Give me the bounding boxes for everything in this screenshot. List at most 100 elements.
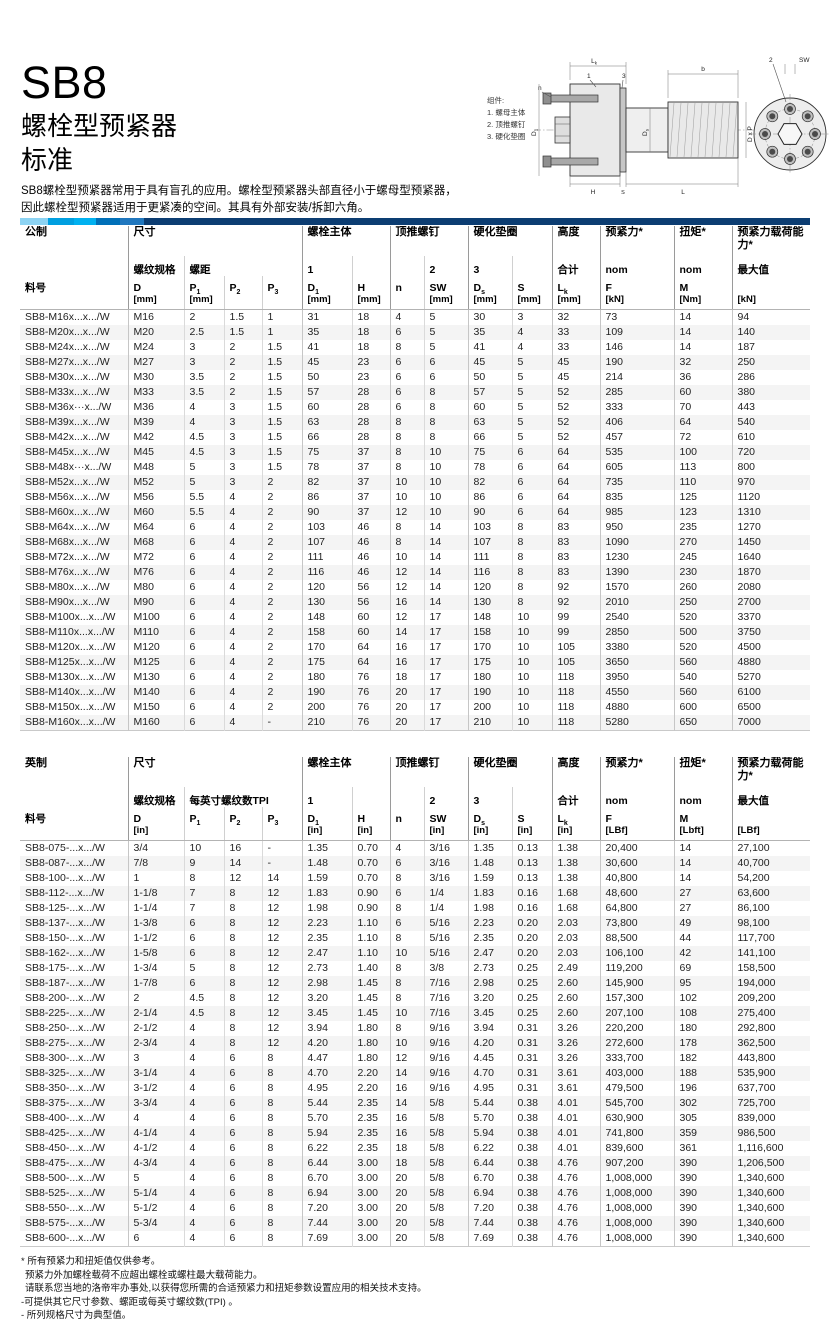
cell: 4.5 bbox=[183, 430, 224, 445]
cell: 4 bbox=[223, 490, 262, 505]
cell: 5.94 bbox=[467, 1126, 512, 1141]
cell: 10 bbox=[423, 475, 468, 490]
header-spacer bbox=[20, 256, 128, 276]
cell: 5.94 bbox=[301, 1126, 352, 1141]
part-number-cell: SB8-075-...x.../W bbox=[25, 842, 105, 854]
cell: 2 bbox=[261, 505, 302, 520]
cell: 1.10 bbox=[351, 931, 390, 946]
cell: 3.20 bbox=[301, 991, 352, 1006]
cell: 4 bbox=[183, 1141, 224, 1156]
cell: 7.20 bbox=[467, 1201, 512, 1216]
header-spacer bbox=[351, 787, 390, 807]
cell: 8 bbox=[389, 991, 424, 1006]
cell: 16 bbox=[389, 1081, 424, 1096]
table-row: SB8-525-...x.../W 5-1/4 4 6 8 6.94 3.00 20 5/8 6.… bbox=[20, 1186, 810, 1201]
cell: 3 bbox=[127, 1051, 184, 1066]
cell: 6 bbox=[183, 625, 224, 640]
cell: 182 bbox=[673, 1051, 732, 1066]
cell: 5 bbox=[127, 1171, 184, 1186]
cell: 0.38 bbox=[511, 1141, 552, 1156]
cell: 1.5 bbox=[223, 309, 262, 325]
cell: 1120 bbox=[731, 490, 810, 505]
cell: 720 bbox=[731, 445, 810, 460]
table-row: SB8-125-...x.../W 1-1/4 7 8 12 1.98 0.90 8 1/4 1.… bbox=[20, 901, 810, 916]
cell: M27 bbox=[127, 355, 184, 370]
table-row: SB8-200-...x.../W 2 4.5 8 12 3.20 1.45 8 7/16 3.2… bbox=[20, 991, 810, 1006]
cell: 1.38 bbox=[551, 856, 600, 871]
cell: 170 bbox=[301, 640, 352, 655]
cell: 16 bbox=[389, 1111, 424, 1126]
cell: 333,700 bbox=[599, 1051, 674, 1066]
cell: 1-3/8 bbox=[127, 916, 184, 931]
cell: 10 bbox=[389, 1036, 424, 1051]
header-spacer bbox=[389, 787, 424, 807]
cell: 10 bbox=[511, 610, 552, 625]
cell: 16 bbox=[389, 640, 424, 655]
cell: 4.76 bbox=[551, 1156, 600, 1171]
header-part-no: 料号 bbox=[25, 282, 46, 294]
cell: 5.70 bbox=[301, 1111, 352, 1126]
part-number-cell: SB8-M27x...x.../W bbox=[25, 356, 110, 368]
cell: 4.76 bbox=[551, 1231, 600, 1247]
header-torque: 扭矩* bbox=[673, 757, 732, 787]
header-unit: [Lbft] bbox=[673, 825, 732, 841]
cell: 14 bbox=[673, 340, 732, 355]
cell: 2 bbox=[261, 520, 302, 535]
cell: 6 bbox=[183, 976, 224, 991]
header-region: 公制 bbox=[25, 226, 47, 238]
header-sym-d: D bbox=[127, 276, 184, 294]
cell: 8 bbox=[223, 961, 262, 976]
cell: 18 bbox=[351, 340, 390, 355]
cell: 6 bbox=[183, 655, 224, 670]
thread-hatch bbox=[669, 102, 738, 158]
cell: 158 bbox=[301, 625, 352, 640]
cell: 4 bbox=[223, 670, 262, 685]
header-sym-lk: Lk bbox=[551, 807, 600, 825]
cell: 10 bbox=[423, 445, 468, 460]
cell: 2.73 bbox=[467, 961, 512, 976]
cell: 1.5 bbox=[261, 430, 302, 445]
cell: 5.5 bbox=[183, 490, 224, 505]
header-sym-sw: SW bbox=[423, 276, 468, 294]
part-number-cell: SB8-100-...x.../W bbox=[25, 872, 105, 884]
cell: 2 bbox=[261, 490, 302, 505]
cell: 1.59 bbox=[301, 871, 352, 886]
cell: 1.40 bbox=[351, 961, 390, 976]
table-row: SB8-450-...x.../W 4-1/2 4 6 8 6.22 2.35 18 5/8 6.… bbox=[20, 1141, 810, 1156]
cell: 4.01 bbox=[551, 1096, 600, 1111]
cell: 0.38 bbox=[511, 1201, 552, 1216]
dim-label-sw: SW bbox=[799, 57, 810, 64]
cell: 457 bbox=[599, 430, 674, 445]
cell: 10 bbox=[511, 670, 552, 685]
cell: 3-1/4 bbox=[127, 1066, 184, 1081]
cell: 3/4 bbox=[127, 840, 184, 856]
cell: 8 bbox=[223, 931, 262, 946]
cell: 66 bbox=[301, 430, 352, 445]
cell: 28 bbox=[351, 415, 390, 430]
front-jack-screws bbox=[759, 103, 821, 165]
cell: 6 bbox=[389, 370, 424, 385]
header-nom: nom bbox=[673, 787, 732, 807]
cell: 4.20 bbox=[467, 1036, 512, 1051]
cell: 10 bbox=[511, 640, 552, 655]
cell: 5/8 bbox=[423, 1111, 468, 1126]
cell: 2 bbox=[261, 610, 302, 625]
cell: 4 bbox=[223, 625, 262, 640]
cell: 46 bbox=[351, 535, 390, 550]
cell: 0.20 bbox=[511, 931, 552, 946]
cell: 0.31 bbox=[511, 1036, 552, 1051]
cell: 108 bbox=[673, 1006, 732, 1021]
callout-line bbox=[541, 91, 552, 98]
cell: 2.98 bbox=[467, 976, 512, 991]
cell: 4880 bbox=[599, 700, 674, 715]
cell: 650 bbox=[673, 715, 732, 731]
cell: 2 bbox=[261, 700, 302, 715]
cell: 64 bbox=[351, 655, 390, 670]
cell: 4 bbox=[223, 550, 262, 565]
cell: 95 bbox=[673, 976, 732, 991]
cell: 1.38 bbox=[551, 871, 600, 886]
cell: 83 bbox=[551, 550, 600, 565]
cell: 180 bbox=[467, 670, 512, 685]
part-number-cell: SB8-M42x...x.../W bbox=[25, 431, 110, 443]
cell: 207,100 bbox=[599, 1006, 674, 1021]
